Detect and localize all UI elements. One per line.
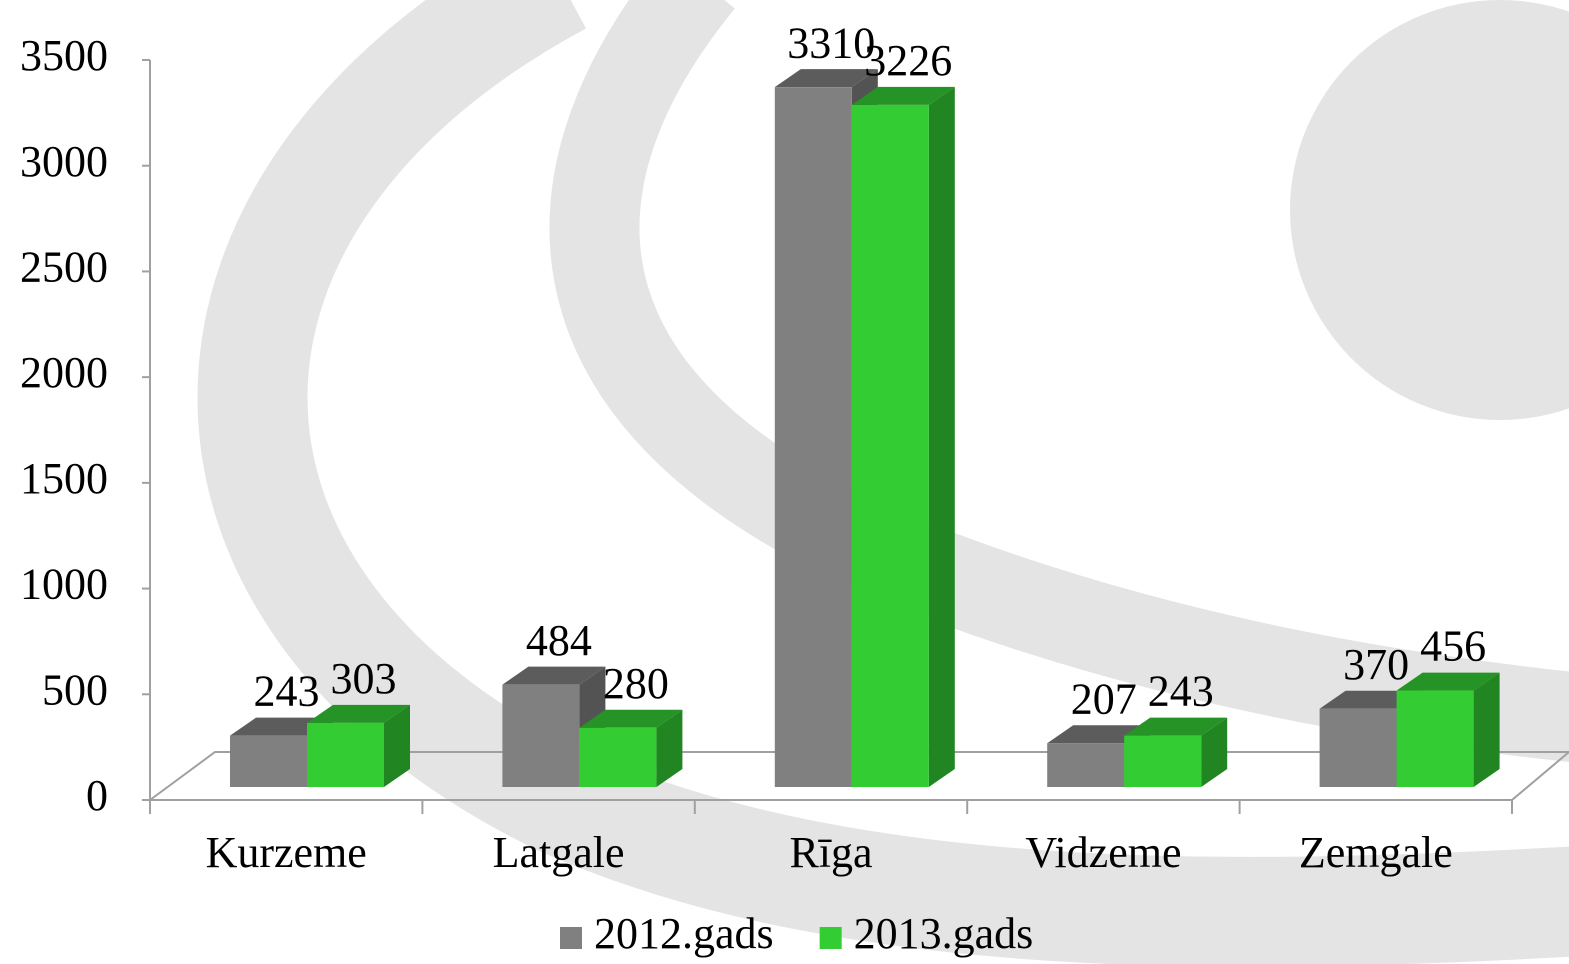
bar xyxy=(852,105,929,787)
legend-swatch xyxy=(560,927,582,949)
legend-label: 2012.gads xyxy=(594,909,774,958)
data-label: 243 xyxy=(1148,667,1214,716)
bar-side xyxy=(1474,673,1500,787)
bar xyxy=(1320,709,1397,787)
data-label: 456 xyxy=(1420,622,1486,671)
bar xyxy=(307,723,384,787)
legend-label: 2013.gads xyxy=(854,909,1034,958)
bar xyxy=(1047,743,1124,787)
data-label: 303 xyxy=(331,654,397,703)
bar xyxy=(1397,691,1474,787)
x-tick-label: Kurzeme xyxy=(206,828,367,877)
y-tick-label: 2500 xyxy=(20,243,108,292)
chart: 0500100015002000250030003500Kurzeme24330… xyxy=(0,0,1569,964)
y-tick-label: 3000 xyxy=(20,137,108,186)
y-tick-label: 1000 xyxy=(20,560,108,609)
data-label: 243 xyxy=(254,667,320,716)
data-label: 280 xyxy=(603,659,669,708)
data-label: 370 xyxy=(1343,640,1409,689)
x-tick-label: Rīga xyxy=(789,828,872,877)
x-tick-label: Vidzeme xyxy=(1025,828,1181,877)
bar xyxy=(502,685,579,787)
y-tick-label: 2000 xyxy=(20,348,108,397)
bar xyxy=(230,736,307,787)
x-tick-label: Zemgale xyxy=(1299,828,1453,877)
bar xyxy=(1124,736,1201,787)
data-label: 207 xyxy=(1071,674,1137,723)
y-tick-label: 1500 xyxy=(20,454,108,503)
y-tick-label: 3500 xyxy=(20,31,108,80)
x-tick-label: Latgale xyxy=(493,828,625,877)
data-label: 484 xyxy=(526,616,592,665)
bar xyxy=(579,728,656,787)
data-label: 3310 xyxy=(787,18,875,67)
data-label: 3226 xyxy=(864,36,952,85)
legend-swatch xyxy=(820,927,842,949)
bar-side xyxy=(929,87,955,787)
y-tick-label: 500 xyxy=(42,665,108,714)
bar xyxy=(775,87,852,787)
y-tick-label: 0 xyxy=(86,771,108,820)
